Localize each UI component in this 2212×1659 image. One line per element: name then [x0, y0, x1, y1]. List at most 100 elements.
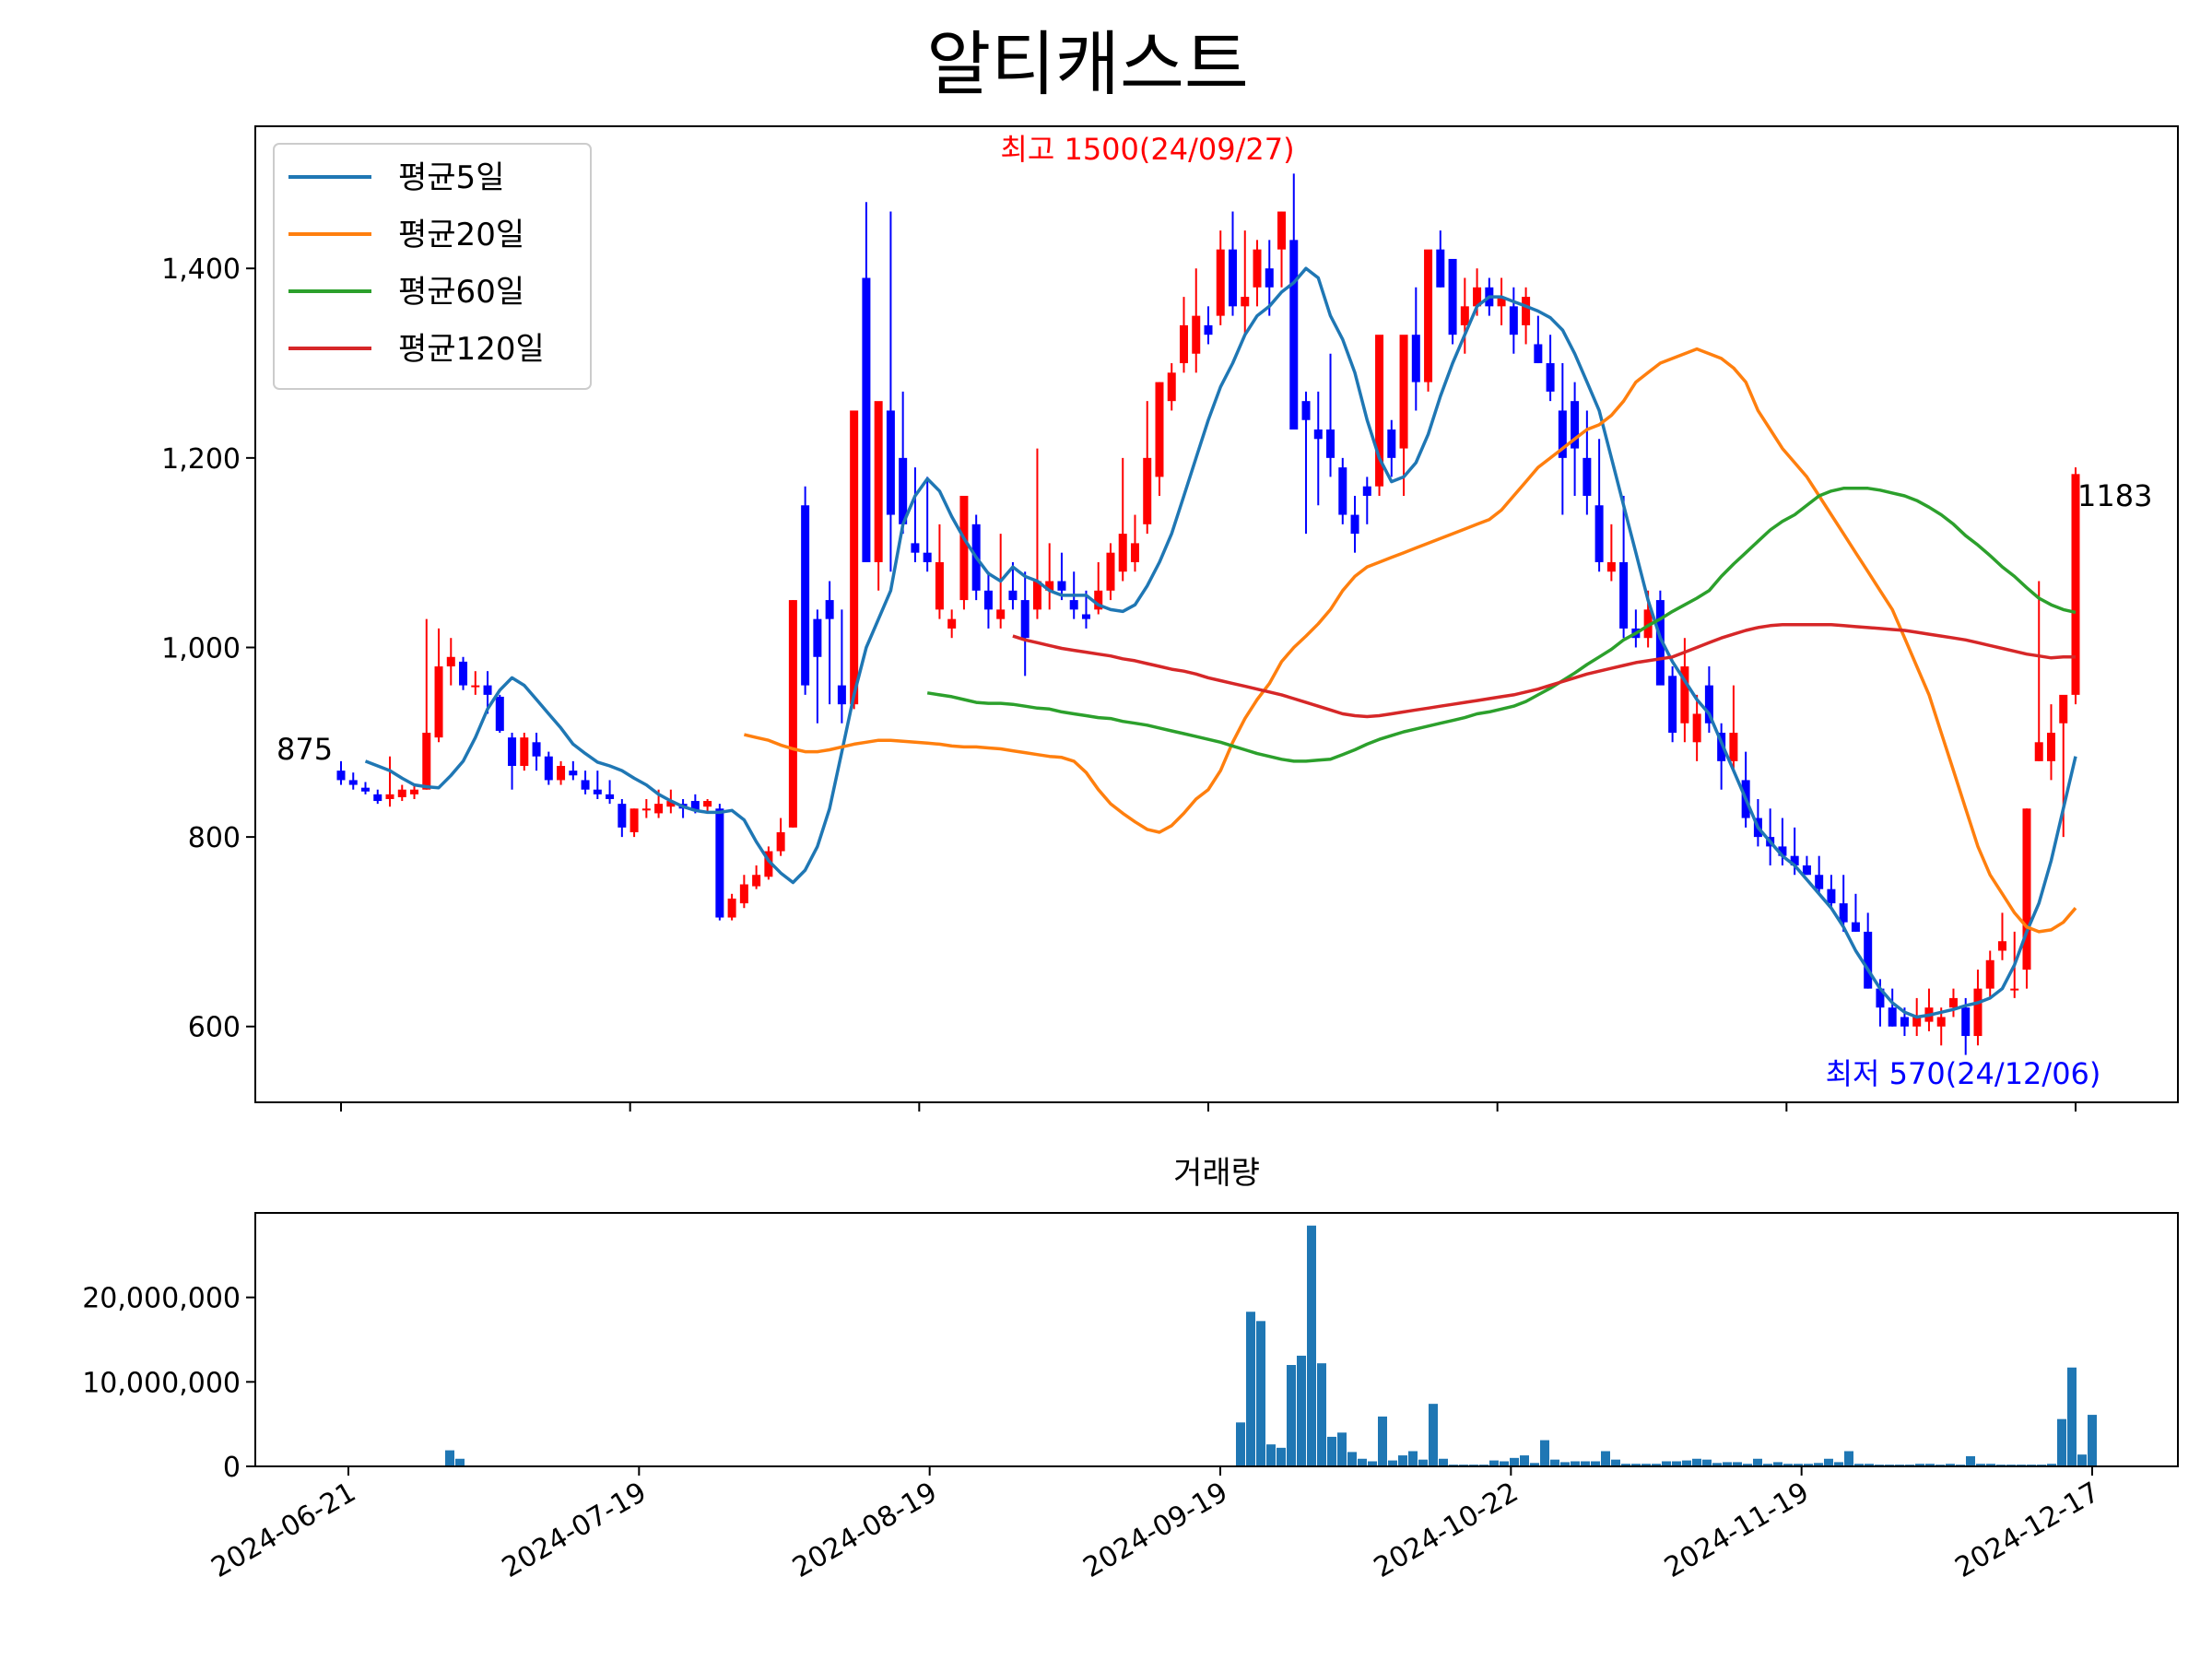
candle-body	[606, 794, 615, 799]
volume-bar	[445, 1450, 454, 1466]
candle-body	[947, 618, 957, 629]
volume-bar	[1733, 1462, 1742, 1466]
candle-body	[1888, 1007, 1897, 1027]
candlestick-series	[336, 173, 2080, 1055]
volume-bar	[1621, 1464, 1630, 1466]
candle-body	[1326, 429, 1335, 458]
candle-body	[385, 794, 394, 799]
candle-body	[520, 737, 529, 767]
candle-body	[459, 661, 468, 686]
volume-bar	[1804, 1464, 1813, 1466]
volume-bar	[1723, 1462, 1732, 1466]
candle-body	[1289, 240, 1299, 430]
candle-body	[1912, 1017, 1922, 1027]
volume-plot-frame	[254, 1212, 2179, 1467]
candle-body	[1534, 344, 1543, 364]
candle-body	[2059, 694, 2068, 724]
volume-bar	[2057, 1418, 2066, 1466]
candle-body	[1717, 733, 1726, 761]
candle-body	[569, 771, 578, 776]
volume-bar	[1510, 1457, 1519, 1466]
volume-bar	[1489, 1460, 1499, 1466]
volume-bar	[1976, 1464, 1985, 1466]
price-y-axis: 600 800 1,000 1,200 1,400	[161, 253, 255, 1044]
volume-bar	[1266, 1444, 1276, 1466]
volume-bar	[1783, 1464, 1793, 1466]
candle-body	[581, 780, 590, 790]
candle-body	[1204, 324, 1213, 335]
volume-bar	[1408, 1451, 1418, 1466]
candle-body	[1619, 561, 1629, 629]
candle-body	[1045, 581, 1054, 591]
candle-body	[483, 685, 492, 695]
candle-body	[1338, 467, 1347, 515]
candle-body	[1167, 372, 1176, 402]
candle-body	[788, 600, 797, 828]
candle-body	[886, 410, 895, 515]
candle-body	[1985, 959, 1994, 989]
volume-bar	[1246, 1312, 1255, 1466]
candle-body	[1839, 903, 1848, 923]
volume-bar	[1925, 1464, 1935, 1466]
volume-bar	[1814, 1463, 1823, 1466]
volume-bar	[1794, 1464, 1803, 1466]
volume-bar	[1317, 1363, 1326, 1466]
candle-body	[544, 756, 553, 781]
candle-body	[654, 804, 664, 814]
volume-bar	[1631, 1464, 1641, 1466]
candle-body	[1229, 249, 1238, 307]
candle-body	[1864, 931, 1873, 989]
candle-body	[1973, 988, 1983, 1037]
volume-bar	[1236, 1422, 1245, 1466]
candle-body	[983, 590, 993, 610]
volume-bar	[1854, 1464, 1864, 1466]
ma-line-3	[926, 487, 2077, 763]
candle-body	[1032, 581, 1041, 610]
volume-bar	[1662, 1461, 1671, 1466]
candle-body	[996, 609, 1006, 619]
volume-bars	[445, 1225, 2097, 1466]
candle-body	[1594, 505, 1604, 562]
candle-body	[410, 789, 419, 794]
candle-body	[1692, 713, 1701, 743]
volume-bar	[2088, 1415, 2097, 1466]
candle-body	[1313, 429, 1323, 440]
candle-body	[862, 277, 871, 562]
candle-body	[348, 780, 358, 785]
legend-box	[273, 143, 592, 390]
candle-body	[1815, 875, 1824, 889]
candle-body	[361, 787, 371, 792]
legend-label: 평균5일	[398, 159, 504, 196]
candle-body	[1802, 865, 1811, 876]
volume-bar	[1844, 1451, 1853, 1466]
candle-body	[1571, 401, 1580, 449]
volume-bar	[1946, 1464, 1955, 1466]
candle-body	[1655, 600, 1665, 686]
volume-bar	[1327, 1436, 1336, 1466]
volume-title: 거래량	[1173, 1155, 1260, 1192]
candle-body	[2071, 474, 2080, 695]
volume-bar	[1682, 1460, 1691, 1466]
candle-body	[1192, 315, 1201, 354]
candle-body	[629, 808, 639, 832]
volume-bar	[1672, 1461, 1681, 1466]
candle-body	[2046, 733, 2055, 761]
candle-body	[1827, 888, 1836, 904]
candle-body	[1460, 306, 1469, 325]
candle-body	[1961, 1007, 1971, 1037]
volume-bar	[1429, 1404, 1438, 1466]
candle-body	[1643, 609, 1653, 639]
candle-body	[1668, 676, 1677, 734]
volume-bar	[1439, 1458, 1448, 1466]
candle-body	[1216, 249, 1225, 316]
candle-body	[1448, 258, 1457, 335]
volume-bar	[1297, 1355, 1306, 1466]
volume-bar	[1824, 1458, 1833, 1466]
candle-body	[813, 618, 822, 657]
volume-bar	[1712, 1463, 1722, 1466]
candle-body	[1509, 306, 1518, 335]
volume-bar	[1652, 1464, 1661, 1466]
